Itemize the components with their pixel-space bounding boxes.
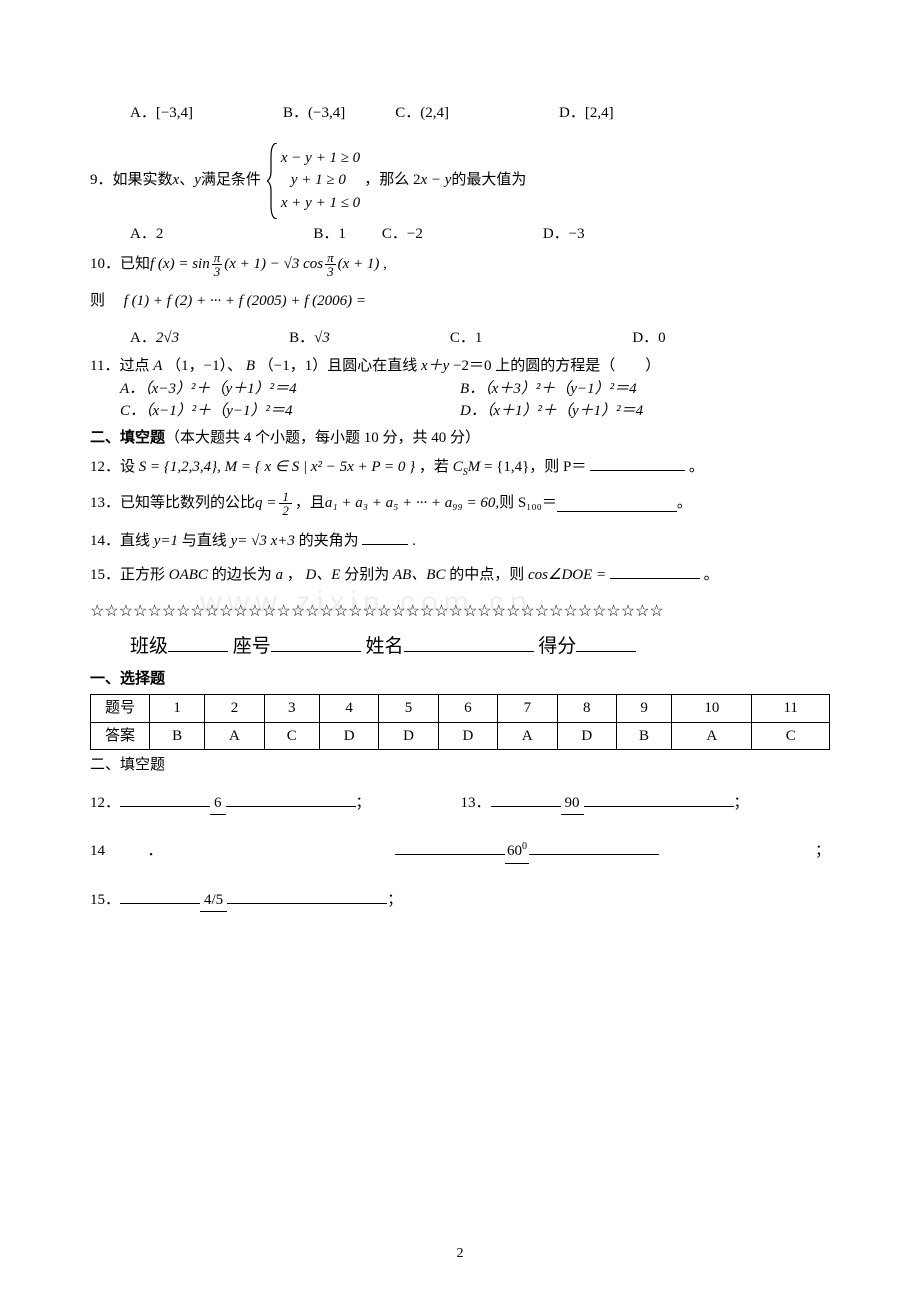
q11-opt-c: C．（x−1）²＋（y−1）²＝4 [120,400,460,423]
q11-opt-b: B．（x＋3）²＋（y−1）²＝4 [460,378,637,401]
q15-blank[interactable] [610,563,700,579]
header-cell: 题号 [91,695,150,723]
answer-12: 6 [210,792,226,816]
q8-options: A．[−3,4] B．(−3,4] C．(2,4] D．[2,4] [90,102,830,125]
table-row-header: 题号 1 2 3 4 5 6 7 8 9 10 11 [91,695,830,723]
q9-ineq3: x + y + 1 ≤ 0 [281,192,360,215]
fill-row-1: 12． 6 ； 13． 90 ； [90,791,830,816]
name-blank[interactable] [404,632,534,652]
q8-opt-d: D．[2,4] [559,102,614,125]
q10-sum: f (1) + f (2) + ··· + f (2005) + f (2006… [124,293,366,309]
q10-opt-d: D．0 [632,327,665,350]
q10-func: f (x) = sin π3 (x + 1) − √3 cos π3 (x + … [150,251,387,278]
q14: 14．直线 y=1 与直线 y= √3 x+3 的夹角为 . [90,529,830,553]
q8-opt-a: A．[−3,4] [130,102,193,125]
q10-opt-c: C．1 [450,327,483,350]
answer-13: 90 [561,792,584,816]
section2-label: 二、填空题 [90,754,830,777]
answer-14: 600 [505,839,529,864]
q9-ineq2: y + 1 ≥ 0 [281,169,360,192]
q10-prefix: 10．已知 [90,253,150,276]
identity-line: 班级 座号 姓名 得分 [130,632,830,662]
q9-x: x [173,169,180,192]
fill-row-3: 15． 4/5 ； [90,888,830,913]
left-brace-icon [267,143,279,219]
answer-15: 4/5 [200,889,227,913]
q14-blank[interactable] [362,529,408,545]
q9-brace: x − y + 1 ≥ 0 y + 1 ≥ 0 x + y + 1 ≤ 0 [267,143,360,219]
q8-opt-b: B．(−3,4] [283,102,345,125]
q10-then: 则 f (1) + f (2) + ··· + f (2005) + f (20… [90,290,830,313]
star-divider: ☆☆☆☆☆☆☆☆☆☆☆☆☆☆☆☆☆☆☆☆☆☆☆☆☆☆☆☆☆☆☆☆☆☆☆☆☆☆☆☆ [90,600,830,624]
q9-opt-b: B．1 [313,223,346,246]
q9-prefix: 9．如果实数 [90,169,173,192]
q11: 11．过点 A （1，−1）、 B （−1，1）且圆心在直线 x＋y −2＝0 … [90,355,830,423]
section2-header: 二、填空题（本大题共 4 个小题，每小题 10 分，共 40 分） [90,427,830,450]
q9-opt-a: A．2 [130,223,163,246]
q9: 9．如果实数 x 、 y 满足条件 x − y + 1 ≥ 0 y + 1 ≥ … [90,143,830,219]
q11-row2: C．（x−1）²＋（y−1）²＝4 D．（x＋1）²＋（y＋1）²＝4 [90,400,830,423]
q15: 15．正方形 OABC 的边长为 a ， D、E 分别为 AB、BC 的中点，则… [90,563,830,587]
answer-table: 题号 1 2 3 4 5 6 7 8 9 10 11 答案 B A C D D … [90,694,830,750]
q9-options: A．2 B．1 C．−2 D．−3 [90,223,830,246]
q9-ineq1: x − y + 1 ≥ 0 [281,147,360,170]
q9-opt-c: C．−2 [382,223,423,246]
q10: 10．已知 f (x) = sin π3 (x + 1) − √3 cos π3… [90,251,830,278]
class-blank[interactable] [168,632,228,652]
q13-blank[interactable] [557,496,677,512]
q9-opt-d: D．−3 [543,223,585,246]
fill-row-2: 14 ． 600 ； [90,839,830,864]
q9-y: y [194,169,201,192]
q8-opt-c: C．(2,4] [395,102,449,125]
q11-opt-a: A．（x−3）²＋（y＋1）²＝4 [120,378,460,401]
section1-label: 一、选择题 [90,668,830,691]
q11-row1: A．（x−3）²＋（y＋1）²＝4 B．（x＋3）²＋（y−1）²＝4 [90,378,830,401]
q12-blank[interactable] [590,455,685,471]
q10-opt-b: B．√3 [289,327,330,350]
q13: 13．已知等比数列的公比 q = 12 ，且 a₁ + a₃ + a₅ + ··… [90,490,830,517]
page-number: 2 [0,1243,920,1264]
table-row-answers: 答案 B A C D D D A D B A C [91,722,830,750]
score-blank[interactable] [576,632,636,652]
answer-cell-label: 答案 [91,722,150,750]
q11-opt-d: D．（x＋1）²＋（y＋1）²＝4 [460,400,643,423]
seat-blank[interactable] [271,632,361,652]
q10-opt-a: A．2√3 [130,327,179,350]
q10-options: A．2√3 B．√3 C．1 D．0 [90,327,830,350]
math-exam-page: A．[−3,4] B．(−3,4] C．(2,4] D．[2,4] 9．如果实数… [0,0,920,1300]
q12: 12．设 S = {1,2,3,4}, M = { x ∈ S | x² − 5… [90,455,830,480]
